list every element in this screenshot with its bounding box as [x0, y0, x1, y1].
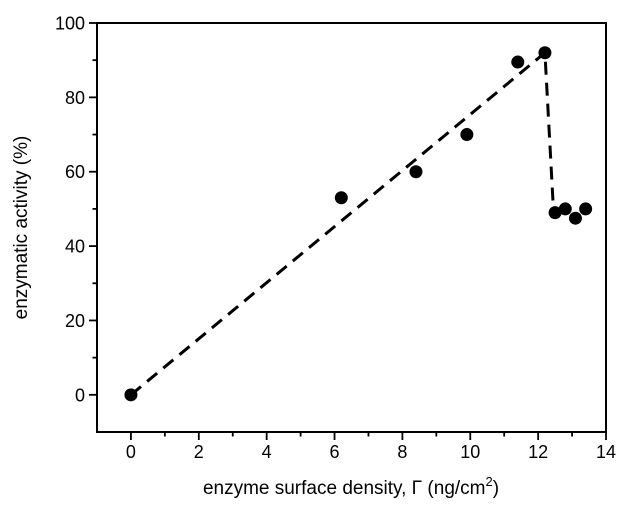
chart-plot-area: 0 2 4 6 8 10 12 14 0 20 40 60 80 100 [55, 14, 616, 463]
y-axis-tick-label: 20 [65, 311, 85, 331]
data-point [409, 165, 423, 179]
data-point [460, 128, 474, 142]
data-point [579, 202, 593, 216]
data-point [558, 202, 572, 216]
x-axis-tick-label: 12 [528, 442, 548, 462]
x-axis-tick-label: 4 [262, 442, 272, 462]
data-point [124, 388, 138, 402]
x-axis-tick-label: 2 [194, 442, 204, 462]
trend-dashed-line [129, 49, 555, 396]
data-point [568, 211, 582, 225]
x-axis-tick-label: 14 [596, 442, 616, 462]
y-axis-tick-label: 60 [65, 162, 85, 182]
y-axis-tick-label: 40 [65, 237, 85, 257]
x-axis-title: enzyme surface density, Γ (ng/cm2) [203, 474, 499, 499]
data-point [548, 206, 562, 220]
y-axis-title: enzymatic activity (%) [11, 136, 32, 320]
x-axis-tick-label: 8 [397, 442, 407, 462]
y-axis-tick-label: 80 [65, 88, 85, 108]
data-point [334, 191, 348, 205]
data-point [538, 46, 552, 60]
y-axis-tick-label: 100 [55, 14, 85, 34]
y-axis-tick-label: 0 [75, 385, 85, 405]
data-point [511, 55, 525, 69]
x-axis-tick-label: 0 [126, 442, 136, 462]
plot-frame [96, 22, 607, 433]
x-axis-tick-label: 10 [460, 442, 480, 462]
x-axis-tick-label: 6 [330, 442, 340, 462]
